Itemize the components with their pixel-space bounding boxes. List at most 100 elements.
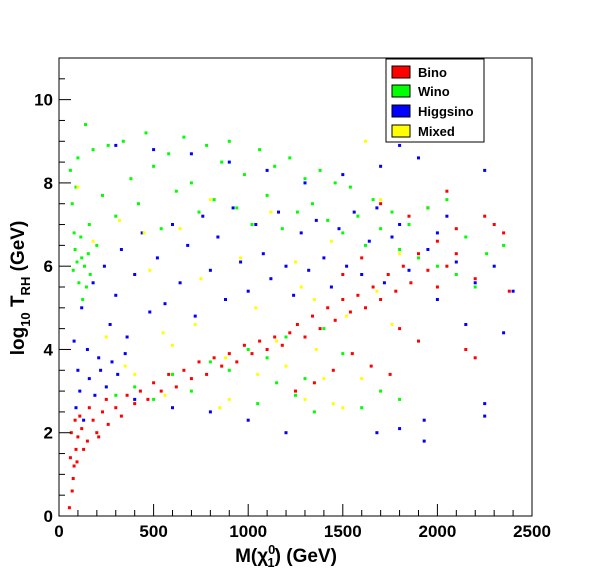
- data-point-bino: [417, 252, 420, 256]
- data-point-bino: [265, 348, 269, 351]
- data-point-bino: [220, 364, 224, 368]
- data-point-bino: [71, 477, 75, 480]
- data-point-mixed: [227, 397, 231, 401]
- data-point-mixed: [148, 268, 152, 272]
- data-point-bino: [288, 331, 292, 335]
- data-point-bino: [318, 327, 322, 331]
- data-point-wino: [435, 264, 439, 268]
- data-point-higgsino: [97, 356, 101, 360]
- data-point-higgsino: [341, 173, 345, 177]
- data-point-higgsino: [178, 281, 182, 285]
- data-point-wino: [333, 181, 337, 185]
- data-point-bino: [106, 422, 110, 426]
- data-point-mixed: [299, 285, 303, 289]
- data-point-higgsino: [511, 289, 515, 293]
- data-point-wino: [121, 139, 125, 143]
- data-point-wino: [79, 235, 83, 239]
- x-tick-label: 0: [54, 522, 63, 541]
- data-point-bino: [80, 427, 84, 431]
- legend-swatch-wino: [391, 84, 411, 98]
- x-tick-label: 2500: [513, 522, 551, 541]
- data-point-mixed: [284, 364, 288, 368]
- data-point-wino: [464, 235, 468, 239]
- data-point-bino: [133, 402, 137, 406]
- data-point-mixed: [239, 256, 243, 260]
- data-point-wino: [77, 281, 81, 285]
- data-point-bino: [473, 277, 477, 281]
- data-point-bino: [167, 372, 171, 376]
- data-point-mixed: [193, 323, 197, 326]
- data-point-mixed: [379, 198, 383, 202]
- data-point-wino: [288, 156, 292, 160]
- legend-label-higgsino: Higgsino: [418, 104, 474, 119]
- data-point-higgsino: [155, 256, 159, 260]
- data-point-wino: [360, 406, 364, 410]
- data-point-wino: [303, 377, 307, 381]
- data-point-mixed: [322, 377, 326, 381]
- data-point-higgsino: [119, 248, 123, 251]
- data-point-higgsino: [314, 218, 318, 222]
- data-point-bino: [125, 393, 129, 397]
- data-point-higgsino: [74, 406, 78, 410]
- data-point-bino: [72, 464, 76, 468]
- data-point-higgsino: [307, 268, 311, 272]
- data-point-wino: [152, 164, 156, 168]
- data-point-wino: [189, 181, 193, 185]
- data-point-bino: [473, 356, 477, 360]
- data-point-higgsino: [87, 377, 91, 381]
- data-point-wino: [84, 285, 88, 289]
- data-point-bino: [258, 339, 262, 343]
- data-point-wino: [197, 210, 201, 214]
- data-point-mixed: [208, 198, 212, 202]
- data-point-bino: [119, 414, 123, 418]
- data-point-higgsino: [435, 298, 439, 301]
- data-point-wino: [68, 168, 72, 172]
- data-point-bino: [189, 377, 193, 381]
- data-point-wino: [167, 152, 171, 156]
- data-point-bino: [114, 406, 118, 410]
- data-point-mixed: [118, 218, 121, 222]
- data-point-wino: [144, 131, 148, 135]
- y-tick-label: 0: [44, 507, 53, 526]
- data-point-wino: [133, 385, 137, 389]
- data-point-wino: [114, 393, 118, 397]
- data-point-higgsino: [171, 223, 174, 226]
- legend: Bino Wino Higgsino Mixed: [385, 58, 485, 143]
- data-point-higgsino: [454, 260, 458, 264]
- data-point-bino: [101, 410, 104, 414]
- data-point-higgsino: [224, 298, 227, 301]
- data-point-bino: [483, 214, 487, 218]
- data-point-wino: [303, 177, 307, 181]
- data-point-wino: [174, 189, 178, 193]
- data-point-higgsino: [108, 323, 112, 326]
- points-layer: [67, 123, 515, 510]
- data-point-wino: [81, 298, 85, 301]
- data-point-higgsino: [152, 148, 156, 152]
- data-point-bino: [146, 397, 150, 401]
- data-point-higgsino: [91, 281, 95, 285]
- data-point-bino: [492, 223, 496, 226]
- data-point-higgsino: [299, 231, 303, 235]
- data-point-higgsino: [345, 264, 349, 268]
- data-point-wino: [390, 210, 394, 214]
- data-point-higgsino: [72, 339, 76, 343]
- data-point-higgsino: [382, 281, 386, 285]
- data-point-higgsino: [186, 243, 190, 247]
- data-point-wino: [91, 148, 95, 152]
- data-point-higgsino: [265, 168, 269, 172]
- data-point-bino: [273, 335, 277, 339]
- legend-label-mixed: Mixed: [418, 124, 455, 139]
- data-point-mixed: [199, 277, 203, 281]
- data-point-mixed: [329, 239, 333, 243]
- data-point-mixed: [91, 239, 95, 243]
- data-point-bino: [205, 372, 209, 376]
- data-point-bino: [97, 435, 101, 439]
- data-point-higgsino: [352, 210, 356, 214]
- data-point-higgsino: [114, 143, 118, 147]
- data-point-mixed: [76, 185, 80, 189]
- data-point-mixed: [256, 372, 260, 376]
- y-tick-label: 2: [44, 424, 53, 443]
- legend-swatch-higgsino: [391, 104, 411, 118]
- data-point-bino: [398, 327, 402, 331]
